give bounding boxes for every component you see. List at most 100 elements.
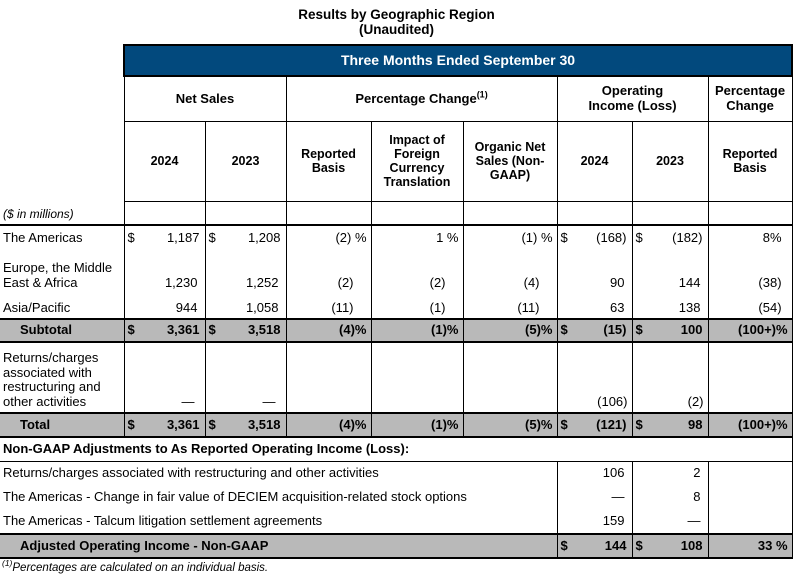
cell: [123, 201, 206, 226]
cell-oi2023: $100: [631, 318, 709, 343]
group-operating-income: Operating Income (Loss): [556, 75, 709, 122]
page-title: Results by Geographic Region (Unaudited): [0, 0, 793, 37]
cell-oi2024: $ (15): [556, 318, 633, 343]
row-emea: Europe, the Middle East & Africa 1,230 1…: [0, 248, 793, 293]
cell-organic: (5)%: [462, 318, 558, 343]
cell-oi2023: (2): [631, 342, 709, 413]
cell-oi2024: —: [556, 485, 633, 510]
subtotal-label: Subtotal: [0, 318, 125, 343]
row-subtotal: Subtotal $3,361 $3,518 (4)% (1)% (5)% $(…: [0, 318, 793, 343]
cell-fx: (1)%: [370, 318, 464, 343]
cell-oi2023: $108: [631, 533, 709, 559]
non-gaap-heading-row: Non-GAAP Adjustments to As Reported Oper…: [0, 436, 793, 462]
cell-pct-empty: [707, 461, 793, 534]
period-banner: Three Months Ended September 30: [122, 44, 793, 77]
cell-oi2024: $ (121): [556, 412, 633, 438]
cell-fx: (2): [370, 248, 464, 293]
row-label: Returns/charges associated with restruct…: [0, 342, 125, 413]
cell-ns2023: 1,252: [204, 248, 287, 293]
region-label: The Americas: [0, 225, 125, 248]
group-header-row: Net Sales Percentage Change(1) Operating…: [0, 75, 793, 122]
dollar-sign: $: [635, 416, 643, 432]
cell-ns2023: 1,058: [204, 293, 287, 319]
cell-ns2024: —: [123, 342, 206, 413]
cell-oi2023: $98: [631, 412, 709, 438]
page-title-line2: (Unaudited): [359, 22, 434, 37]
empty-label-cell: [0, 76, 124, 121]
cell: [462, 201, 558, 226]
cell-oi2024: 106: [556, 461, 633, 485]
cell-reported: (4)%: [285, 318, 372, 343]
cell-organic: (4): [462, 248, 558, 293]
dollar-sign: $: [127, 229, 135, 245]
col-fx-impact: Impact of Foreign Currency Translation: [370, 120, 464, 202]
group-percentage-change: Percentage Change(1): [285, 75, 558, 122]
cell-ns2024: $1,187: [123, 225, 206, 248]
page-title-line1: Results by Geographic Region: [298, 7, 495, 22]
cell-pct: (100+)%: [707, 412, 793, 438]
dollar-sign: $: [127, 416, 135, 432]
cell-reported: (2) %: [285, 225, 372, 248]
cell-oi2023: $ (182): [631, 225, 709, 248]
dollar-sign: $: [208, 416, 216, 432]
col-net-sales-2023: 2023: [204, 120, 287, 202]
units-row: ($ in millions): [0, 201, 793, 226]
cell-ns2024: $3,361: [123, 318, 206, 343]
cell-pct: [707, 342, 793, 413]
cell-organic: (5)%: [462, 412, 558, 438]
group-net-sales: Net Sales: [123, 75, 287, 122]
footnote-ref-marker: (1): [476, 89, 488, 100]
dollar-sign: $: [208, 322, 216, 338]
cell-oi2024: 63: [556, 293, 633, 319]
cell: [370, 201, 464, 226]
cell-organic: (11): [462, 293, 558, 319]
cell-pct: (100+)%: [707, 318, 793, 343]
cell-ns2023: $3,518: [204, 412, 287, 438]
row-returns-charges: Returns/charges associated with restruct…: [0, 342, 793, 413]
cell-reported: [285, 342, 372, 413]
cell-oi2023: 2: [631, 461, 709, 485]
footnote-ref: (1): [2, 558, 13, 569]
dollar-sign: $: [635, 537, 643, 553]
region-label: Asia/Pacific: [0, 293, 125, 319]
row-adjusted-operating-income: Adjusted Operating Income - Non-GAAP $14…: [0, 533, 793, 559]
dollar-sign: $: [127, 322, 135, 338]
row-the-americas: The Americas $1,187 $1,208 (2) % 1 % (1)…: [0, 225, 793, 248]
cell-oi2024: $ (168): [556, 225, 633, 248]
cell-oi2023: 144: [631, 248, 709, 293]
cell-oi2023: —: [631, 510, 709, 534]
row-asia-pacific: Asia/Pacific 944 1,058 (11) (1) (11) 63 …: [0, 293, 793, 319]
group-percentage-change-right: Percentage Change: [707, 75, 793, 122]
cell: [285, 201, 372, 226]
results-by-region-table: Three Months Ended September 30 Net Sale…: [0, 44, 793, 559]
col-oi-2024: 2024: [556, 120, 633, 202]
adjusted-label: Adjusted Operating Income - Non-GAAP: [0, 533, 558, 559]
cell-fx: (1): [370, 293, 464, 319]
cell-ns2023: $3,518: [204, 318, 287, 343]
dollar-sign: $: [635, 322, 643, 338]
cell-ns2024: 944: [123, 293, 206, 319]
non-gaap-section-heading: Non-GAAP Adjustments to As Reported Oper…: [0, 436, 793, 462]
dollar-sign: $: [560, 322, 568, 338]
cell-pct: (54): [707, 293, 793, 319]
dollar-sign: $: [560, 416, 568, 432]
cell-reported: (11): [285, 293, 372, 319]
cell-oi2023: 8: [631, 485, 709, 510]
dollar-sign: $: [560, 537, 568, 553]
cell: [556, 201, 633, 226]
row-adj-returns: Returns/charges associated with restruct…: [0, 461, 793, 534]
col-reported-basis-right: Reported Basis: [707, 120, 793, 202]
region-label: Europe, the Middle East & Africa: [0, 248, 125, 293]
cell-reported: (2): [285, 248, 372, 293]
cell-oi2024: (106): [556, 342, 633, 413]
row-adj-deciem: The Americas - Change in fair value of D…: [0, 485, 792, 510]
cell-oi2024: 90: [556, 248, 633, 293]
cell-organic: (1) %: [462, 225, 558, 248]
col-net-sales-2024: 2024: [123, 120, 206, 202]
dollar-sign: $: [560, 229, 568, 245]
row-label: The Americas - Talcum litigation settlem…: [0, 510, 558, 534]
col-organic-net-sales: Organic Net Sales (Non-GAAP): [462, 120, 558, 202]
cell-ns2024: 1,230: [123, 248, 206, 293]
row-label: The Americas - Change in fair value of D…: [0, 485, 558, 510]
